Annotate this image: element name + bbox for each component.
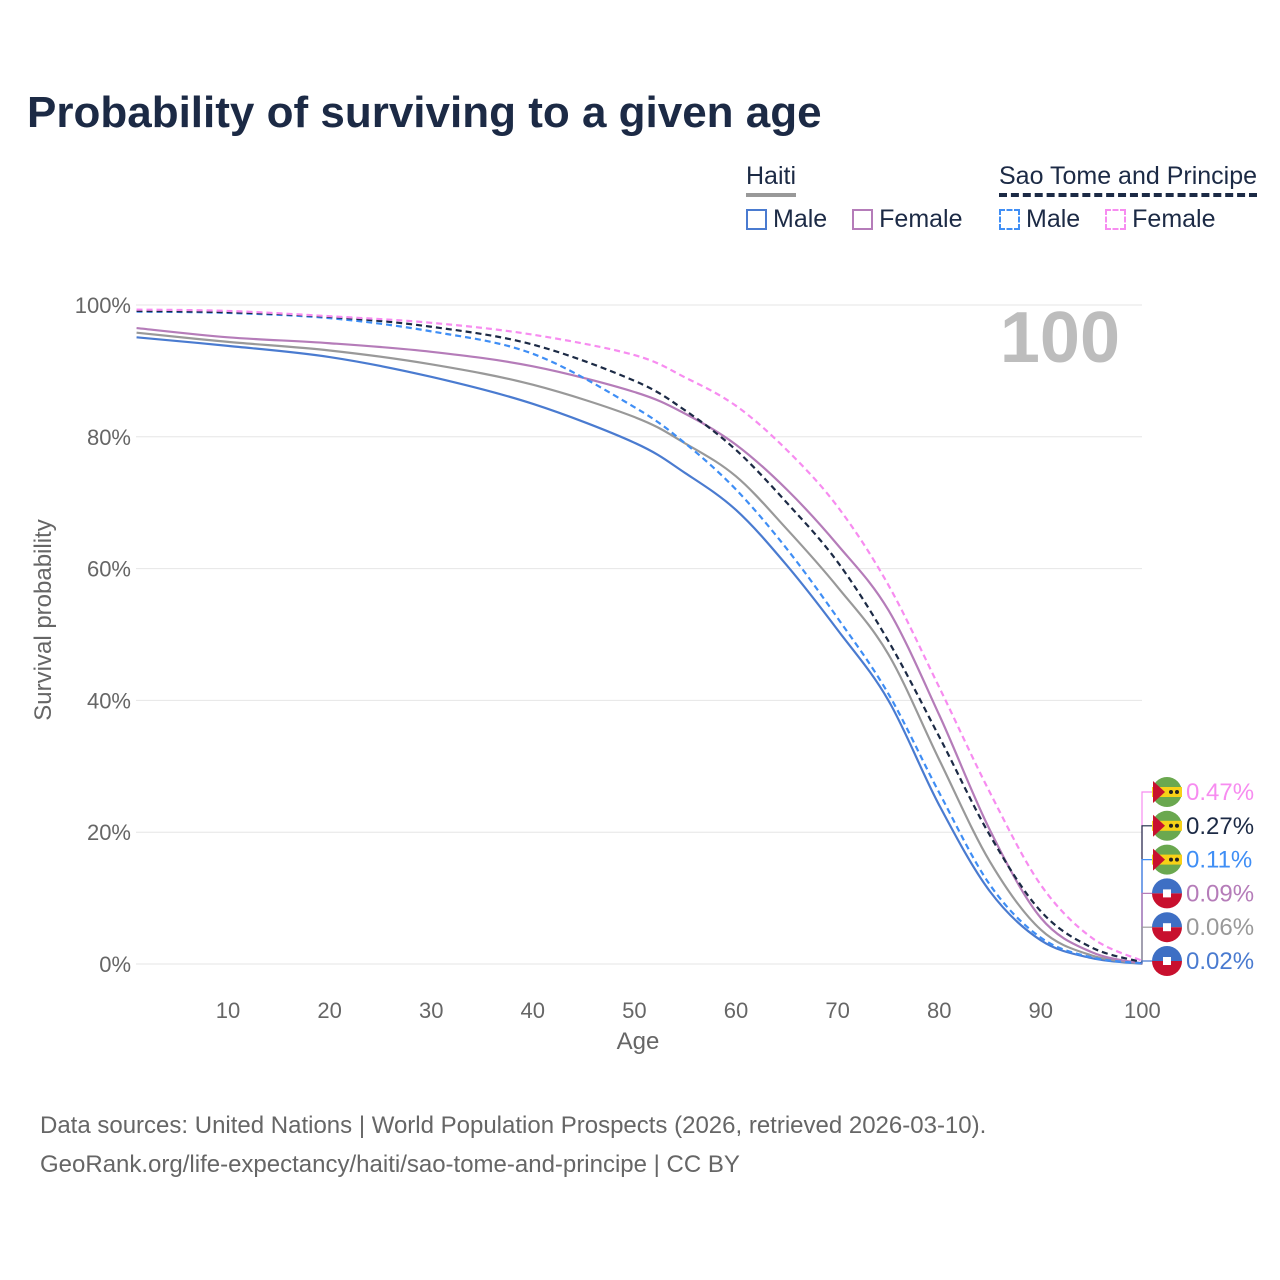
chart-title: Probability of surviving to a given age xyxy=(27,88,822,137)
x-tick-label: 30 xyxy=(419,998,443,1023)
sao-tome-flag-icon xyxy=(1152,777,1182,807)
swatch-icon xyxy=(1105,209,1127,230)
swatch-icon xyxy=(852,209,874,230)
legend-haiti-female[interactable]: Female xyxy=(852,205,963,234)
legend-haiti-title: Haiti xyxy=(746,162,797,197)
x-tick-label: 80 xyxy=(927,998,951,1023)
legend-stp-title: Sao Tome and Principe xyxy=(999,162,1258,197)
sao-tome-flag-icon xyxy=(1152,810,1182,841)
end-label-connector xyxy=(1141,858,1152,964)
end-value-label: 0.02% xyxy=(1186,948,1254,975)
current-age-label: 100 xyxy=(1000,298,1120,378)
y-tick-label: 60% xyxy=(87,557,131,582)
y-tick-label: 80% xyxy=(87,425,131,450)
legend-haiti-male[interactable]: Male xyxy=(746,205,827,234)
y-tick-label: 40% xyxy=(87,688,131,713)
source-text: Data sources: United Nations | World Pop… xyxy=(40,1112,987,1139)
series-line-haiti-female xyxy=(136,326,1143,965)
legend-label: Female xyxy=(879,205,963,233)
y-tick-label: 20% xyxy=(87,820,131,845)
legend-label: Male xyxy=(1026,205,1081,233)
series-line-haiti-male xyxy=(136,336,1143,965)
legend-stp: Sao Tome and Principe Male Female xyxy=(999,162,1258,237)
series-line-haiti-total xyxy=(136,331,1143,965)
x-tick-label: 60 xyxy=(724,998,748,1023)
end-label-connector xyxy=(1141,926,1152,964)
end-value-label: 0.47% xyxy=(1186,779,1254,806)
sao-tome-flag-icon xyxy=(1152,844,1182,875)
series-line-sao-tome-and-principe-total xyxy=(136,309,1143,964)
x-tick-label: 20 xyxy=(317,998,341,1023)
x-tick-label: 10 xyxy=(216,998,240,1023)
x-tick-label: 90 xyxy=(1029,998,1053,1023)
x-tick-label: 70 xyxy=(825,998,849,1023)
footer: Data sources: United Nations | World Pop… xyxy=(40,1106,986,1184)
x-tick-label: 40 xyxy=(521,998,545,1023)
end-value-label: 0.11% xyxy=(1186,847,1252,874)
end-value-label: 0.27% xyxy=(1186,813,1254,840)
x-tick-label: 50 xyxy=(622,998,646,1023)
legend-stp-female[interactable]: Female xyxy=(1105,205,1216,234)
end-value-label: 0.09% xyxy=(1186,880,1254,907)
end-label-connector xyxy=(1141,791,1152,961)
end-label-connector xyxy=(1141,825,1152,963)
end-label-connector xyxy=(1141,892,1152,964)
source-link[interactable]: GeoRank.org/life-expectancy/haiti/sao-to… xyxy=(40,1151,740,1178)
legend-stp-male[interactable]: Male xyxy=(999,205,1080,234)
series-line-sao-tome-and-principe-female xyxy=(136,308,1143,962)
haiti-flag-icon xyxy=(1152,912,1182,943)
y-axis-label: Survival probability xyxy=(30,519,57,720)
swatch-icon xyxy=(999,209,1020,230)
legend-label: Female xyxy=(1132,205,1216,233)
legend-label: Male xyxy=(773,205,828,233)
haiti-flag-icon xyxy=(1152,946,1182,976)
haiti-flag-icon xyxy=(1152,878,1182,909)
end-value-label: 0.06% xyxy=(1186,914,1254,941)
x-tick-label: 100 xyxy=(1124,998,1161,1023)
y-tick-label: 0% xyxy=(99,952,131,977)
swatch-icon xyxy=(746,209,767,230)
legend-haiti: Haiti Male Female xyxy=(746,162,981,237)
series-line-sao-tome-and-principe-male xyxy=(136,310,1143,965)
y-tick-label: 100% xyxy=(75,293,131,318)
x-axis-label: Age xyxy=(617,1028,660,1055)
end-label-connector xyxy=(1141,960,1152,964)
